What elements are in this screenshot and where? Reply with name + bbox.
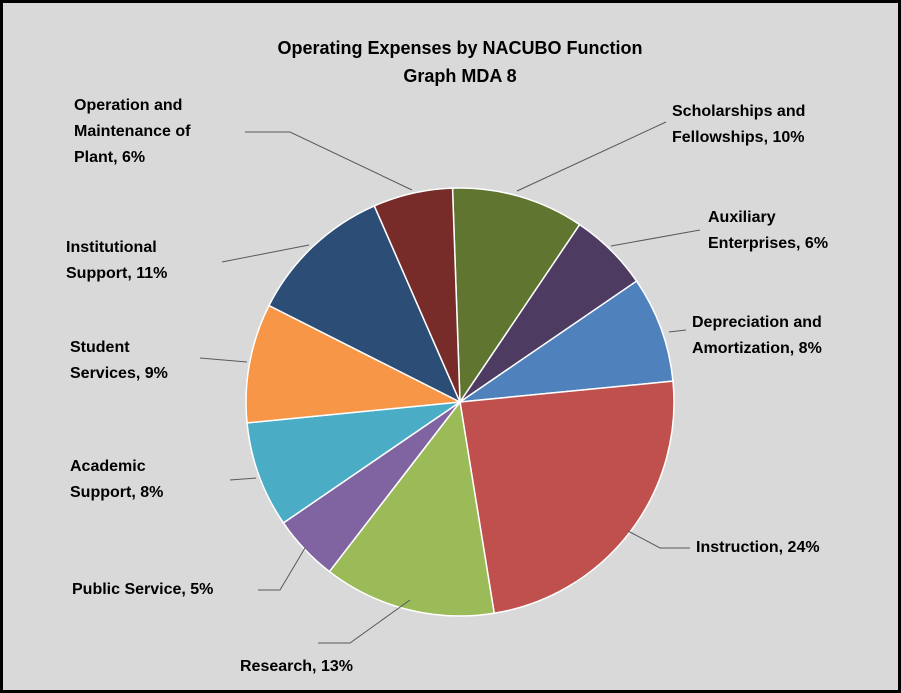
data-label: Plant, 6% xyxy=(74,149,145,166)
leader-line xyxy=(318,599,411,644)
data-label: Amortization, 8% xyxy=(692,340,822,357)
data-label: Research, 13% xyxy=(240,658,353,675)
data-label: Support, 8% xyxy=(70,484,163,501)
data-label: Support, 11% xyxy=(66,265,167,282)
pie-slice xyxy=(245,304,463,424)
data-label: Services, 9% xyxy=(70,365,168,382)
leader-line xyxy=(258,547,306,591)
pie-slice xyxy=(373,187,461,403)
data-label: Depreciation and xyxy=(692,314,822,331)
leader-line xyxy=(229,477,257,481)
data-label: Fellowships, 10% xyxy=(672,129,804,146)
data-label: Auxiliary xyxy=(708,209,776,226)
data-label: Academic xyxy=(70,458,146,475)
data-label: Instruction, 24% xyxy=(696,539,820,556)
leader-line xyxy=(610,229,701,247)
pie-slice xyxy=(459,280,674,403)
chart-title: Operating Expenses by NACUBO Function xyxy=(277,38,642,58)
data-label: Enterprises, 6% xyxy=(708,235,828,252)
data-label: Operation and xyxy=(74,97,182,114)
pie-slice xyxy=(459,380,675,615)
chart-subtitle: Graph MDA 8 xyxy=(403,66,516,86)
leader-line xyxy=(627,530,690,549)
data-label: Public Service, 5% xyxy=(72,581,213,598)
data-label: Student xyxy=(70,339,130,356)
leader-line xyxy=(221,244,310,263)
leader-line xyxy=(199,357,248,363)
data-label: Institutional xyxy=(66,239,157,256)
data-label: Maintenance of xyxy=(74,123,191,140)
pie-slice xyxy=(246,401,461,524)
leader-line xyxy=(245,131,413,191)
pie-slice xyxy=(451,187,581,405)
data-label: Scholarships and xyxy=(672,103,805,120)
leader-line xyxy=(668,329,687,333)
pie-slice xyxy=(267,204,462,404)
leader-line xyxy=(516,121,667,192)
pie-slice xyxy=(328,400,496,617)
